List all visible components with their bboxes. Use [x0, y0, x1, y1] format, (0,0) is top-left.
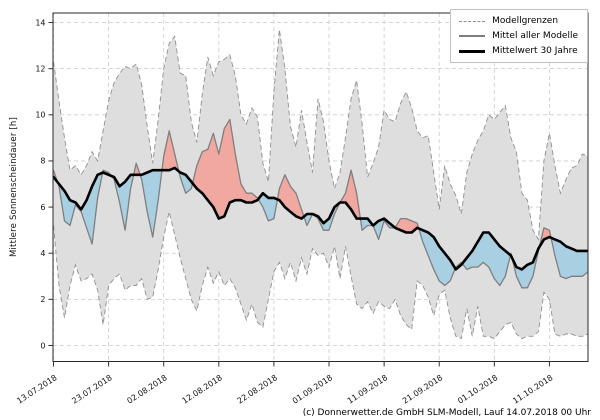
y-tick-label: 8	[40, 157, 45, 166]
above-climate-band	[277, 174, 304, 219]
plot-area	[53, 29, 588, 340]
below-climate-band	[258, 193, 278, 221]
above-climate-band	[340, 170, 361, 219]
model-envelope-band	[53, 29, 588, 339]
x-tick-label: 22.08.2018	[236, 373, 279, 405]
below-climate-band	[551, 237, 588, 279]
legend-item-mittelwert-30-jahre: Mittelwert 30 Jahre	[459, 45, 578, 57]
y-tick-label: 6	[40, 203, 45, 212]
x-tick-label: 01.10.2018	[456, 373, 499, 405]
below-climate-band	[178, 171, 193, 194]
below-climate-band	[140, 170, 162, 238]
y-axis-title: Mittlere Sonnenscheindauer [h]	[9, 116, 19, 258]
upper-model-bound-line	[53, 29, 588, 241]
x-tick-label: 23.07.2018	[70, 373, 113, 405]
above-climate-band	[192, 119, 259, 219]
y-tick-label: 10	[35, 111, 45, 120]
legend-item-modellgrenzen: Modellgrenzen	[459, 15, 578, 27]
x-tick-label: 01.09.2018	[291, 373, 334, 405]
legend-item-mittel-aller-modelle: Mittel aller Modelle	[459, 30, 578, 42]
dashed-line-icon	[459, 20, 486, 22]
gray-line-icon	[459, 35, 486, 37]
legend-label: Mittel aller Modelle	[492, 31, 578, 41]
model-mean-line	[53, 118, 588, 289]
y-tick-label: 4	[40, 249, 45, 258]
climate-mean-line	[53, 166, 588, 271]
y-tick-label: 0	[40, 341, 45, 350]
above-climate-band	[162, 130, 179, 172]
y-tick-label: 2	[40, 295, 45, 304]
legend-label: Mittelwert 30 Jahre	[492, 46, 578, 56]
legend-label: Modellgrenzen	[492, 16, 559, 26]
below-climate-band	[418, 228, 456, 286]
x-tick-label: 02.08.2018	[125, 373, 168, 405]
copyright-caption: (c) Donnerwetter.de GmbH SLM-Modell, Lau…	[302, 408, 591, 418]
lower-model-bound-line	[53, 211, 588, 340]
x-tick-label: 12.08.2018	[181, 373, 224, 405]
y-tick-label: 14	[35, 18, 45, 27]
chart-legend: Modellgrenzen Mittel aller Modelle Mitte…	[450, 9, 588, 63]
x-tick-label: 11.10.2018	[511, 373, 554, 405]
x-tick-label: 21.09.2018	[401, 373, 444, 405]
x-tick-label: 13.07.2018	[15, 373, 58, 405]
black-line-icon	[459, 49, 486, 53]
plot-border	[52, 12, 589, 362]
y-tick-label: 12	[35, 64, 45, 73]
x-tick-label: 11.09.2018	[346, 373, 389, 405]
